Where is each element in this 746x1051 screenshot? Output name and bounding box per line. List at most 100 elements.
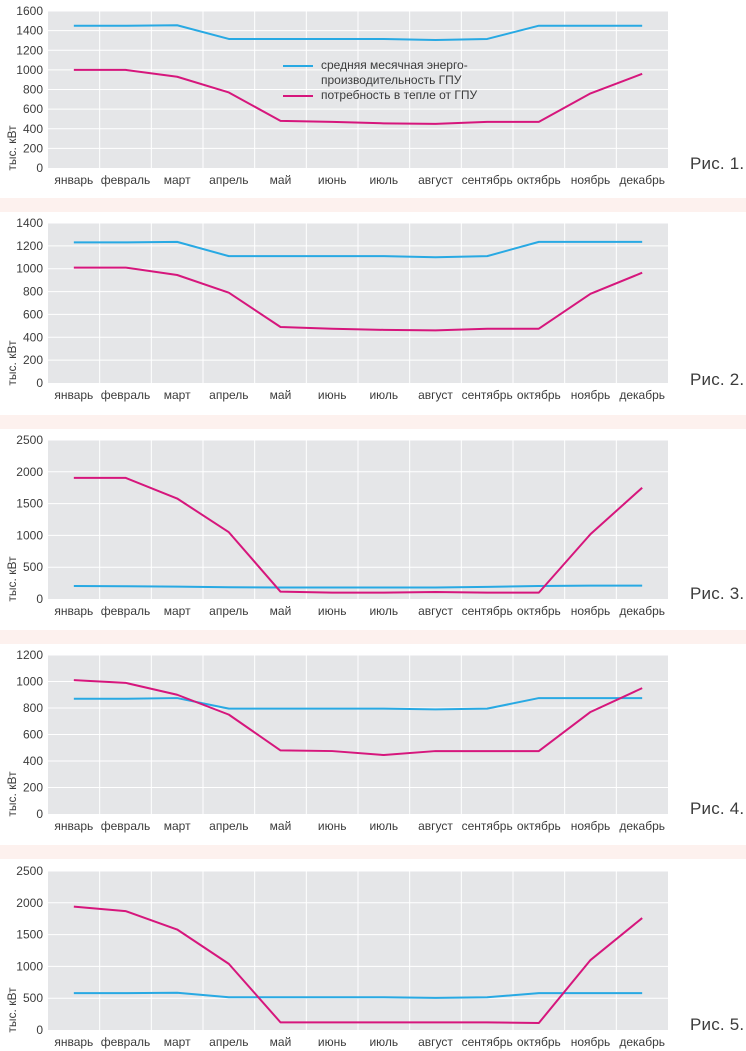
x-tick-label: май [270,819,292,833]
x-tick-label: декабрь [619,819,665,833]
y-tick-label: 1200 [16,239,43,253]
chart-panel-4: 0 200 400 600 800 1000 1200 январь февраль март ап… [0,644,746,844]
x-tick-label: октябрь [517,388,561,402]
chart-panel-1: 0 200 400 600 800 1000 1200 1400 1600 январь февра… [0,0,746,198]
series-line-blue [73,584,643,589]
x-tick-label: февраль [101,388,151,402]
x-tick-label: май [270,173,292,187]
x-tick-label: июль [369,173,398,187]
x-tick-label: июнь [318,604,347,618]
y-tick-label: 500 [23,991,43,1005]
x-tick-label: декабрь [619,1035,665,1049]
x-tick-label: апрель [209,604,248,618]
y-axis-label: тыс. кВт [5,125,19,171]
panel-separator [0,630,746,644]
chart-legend: средняя месячная энерго-производительнос… [283,58,477,103]
x-tick-label: октябрь [517,173,561,187]
x-tick-label: апрель [209,173,248,187]
y-tick-label: 800 [23,83,43,97]
panel-separator [0,198,746,212]
y-tick-label: 1000 [16,528,43,542]
x-tick-label: февраль [101,819,151,833]
legend-item-magenta: потребность в тепле от ГПУ [283,88,477,103]
legend-label-magenta: потребность в тепле от ГПУ [321,88,478,102]
y-axis-label: тыс. кВт [5,987,19,1033]
x-tick-label: ноябрь [571,1035,611,1049]
x-tick-label: март [164,173,191,187]
x-tick-label: февраль [101,173,151,187]
x-tick-label: июль [369,604,398,618]
y-tick-label: 0 [36,807,43,821]
y-tick-label: 200 [23,781,43,795]
y-tick-label: 1000 [16,63,43,77]
x-tick-label: октябрь [517,604,561,618]
panel-separator [0,845,746,859]
x-tick-label: ноябрь [571,388,611,402]
y-tick-label: 600 [23,307,43,321]
chart-svg: 0 200 400 600 800 1000 1200 январь февраль март ап… [5,648,668,833]
series-line-blue [73,991,643,999]
y-tick-label: 0 [36,161,43,175]
series-line-magenta [73,679,643,757]
series-line-blue [73,697,643,711]
panel-separator [0,415,746,429]
x-tick-label: февраль [101,1035,151,1049]
series-line-blue [73,240,643,259]
y-tick-label: 1000 [16,959,43,973]
y-axis-label: тыс. кВт [5,340,19,386]
figure-label: Рис. 3. [690,584,745,603]
x-tick-label: март [164,388,191,402]
figure-label: Рис. 5. [690,1015,745,1034]
x-tick-label: июнь [318,819,347,833]
x-tick-label: апрель [209,388,248,402]
legend-label-blue-line1: средняя месячная энерго- [321,58,468,72]
x-tick-label: март [164,819,191,833]
series-line-blue [73,24,643,41]
x-tick-label: июнь [318,388,347,402]
chart-panel-2: 0 200 400 600 800 1000 1200 1400 январь февраль ма… [0,212,746,412]
y-tick-label: 600 [23,728,43,742]
y-tick-label: 400 [23,754,43,768]
figure-label: Рис. 2. [690,370,745,389]
x-tick-label: декабрь [619,388,665,402]
y-tick-label: 400 [23,122,43,136]
x-tick-label: апрель [209,819,248,833]
x-tick-label: сентябрь [462,604,513,618]
x-tick-label: август [418,819,453,833]
y-tick-label: 2000 [16,465,43,479]
legend-swatch-blue [283,65,313,67]
x-tick-label: сентябрь [462,1035,513,1049]
y-tick-label: 1200 [16,43,43,57]
series-line-magenta [73,68,643,125]
x-tick-label: март [164,604,191,618]
y-tick-label: 800 [23,285,43,299]
y-tick-label: 0 [36,1023,43,1037]
figure-label: Рис. 4. [690,799,745,818]
x-tick-label: август [418,1035,453,1049]
x-tick-label: сентябрь [462,173,513,187]
x-tick-label: апрель [209,1035,248,1049]
x-tick-label: ноябрь [571,604,611,618]
figure-label: Рис. 1. [690,154,745,173]
y-tick-label: 1500 [16,928,43,942]
x-tick-label: декабрь [619,173,665,187]
x-tick-label: май [270,604,292,618]
x-tick-label: сентябрь [462,388,513,402]
y-axis-label: тыс. кВт [5,556,19,602]
x-tick-label: август [418,173,453,187]
chart-panel-3: 0 500 1000 1500 2000 2500 январь февраль март апр… [0,429,746,629]
x-tick-label: сентябрь [462,819,513,833]
y-tick-label: 2500 [16,864,43,878]
x-tick-label: ноябрь [571,173,611,187]
y-tick-label: 200 [23,353,43,367]
x-tick-label: август [418,388,453,402]
y-tick-label: 0 [36,592,43,606]
legend-label-blue-line2: производительность ГПУ [321,73,462,87]
x-tick-label: март [164,1035,191,1049]
x-tick-label: июль [369,388,398,402]
legend-swatch-magenta [283,95,313,97]
x-tick-label: ноябрь [571,819,611,833]
x-tick-label: июнь [318,1035,347,1049]
chart-svg: 0 200 400 600 800 1000 1200 1400 январь февраль ма… [5,216,668,402]
x-tick-label: октябрь [517,1035,561,1049]
